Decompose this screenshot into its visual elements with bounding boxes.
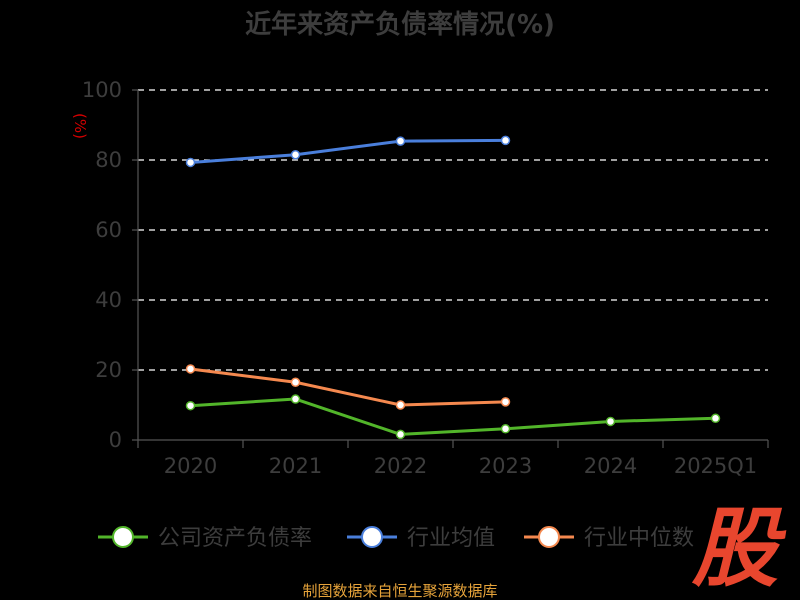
x-tick-label: 2023 (479, 454, 532, 478)
series-lines (185, 135, 721, 440)
x-tick-label: 2020 (164, 454, 217, 478)
watermark-logo: 股 (691, 499, 787, 599)
y-tick-label: 40 (95, 288, 122, 312)
series-line (190, 138, 506, 164)
watermark-glyph: 股 (691, 499, 787, 599)
data-point (710, 413, 721, 424)
data-point (290, 150, 301, 160)
grid-lines (138, 89, 768, 371)
y-axis-label: (%) (71, 113, 89, 139)
legend-marker (538, 526, 560, 548)
data-point (185, 400, 196, 411)
data-point (500, 135, 511, 146)
y-tick-label: 0 (109, 428, 122, 452)
legend-label: 行业中位数 (584, 526, 694, 551)
data-point (290, 377, 301, 387)
legend-label: 公司资产负债率 (158, 526, 312, 551)
x-tick-label: 2021 (269, 454, 322, 478)
data-point (290, 394, 301, 404)
y-tick-label: 20 (95, 358, 122, 382)
legend-marker (112, 526, 134, 548)
axes: 0 20 40 60 80 100 2020 2021 2022 2023 2024 2025Q1 (82, 78, 769, 478)
legend-marker (361, 526, 383, 548)
data-point (500, 424, 511, 434)
series-line (190, 397, 716, 436)
series-1 (185, 135, 511, 168)
legend-item: 行业均值 (347, 526, 495, 551)
data-point (185, 364, 196, 374)
legend-item: 公司资产负债率 (98, 526, 312, 551)
legend-item: 行业中位数 (524, 526, 694, 551)
data-point (395, 429, 406, 440)
chart-title: 近年来资产负债率情况(%) (245, 9, 555, 40)
data-point (395, 400, 406, 410)
y-tick-label: 60 (95, 218, 122, 242)
legend-label: 行业均值 (407, 526, 495, 551)
x-tick-label: 2022 (374, 454, 427, 478)
series-0 (185, 394, 721, 440)
legend: 公司资产负债率 行业均值 行业中位数 (98, 526, 694, 551)
data-point (185, 157, 196, 168)
x-tick-label: 2025Q1 (674, 454, 757, 478)
source-note: 制图数据来自恒生聚源数据库 (302, 582, 497, 600)
data-point (500, 397, 511, 407)
x-tick-label: 2024 (584, 454, 637, 478)
data-point (395, 136, 406, 146)
y-tick-label: 80 (95, 148, 122, 172)
y-tick-label: 100 (82, 78, 122, 102)
series-2 (185, 364, 511, 410)
series-line (190, 367, 506, 407)
data-point (605, 416, 616, 427)
